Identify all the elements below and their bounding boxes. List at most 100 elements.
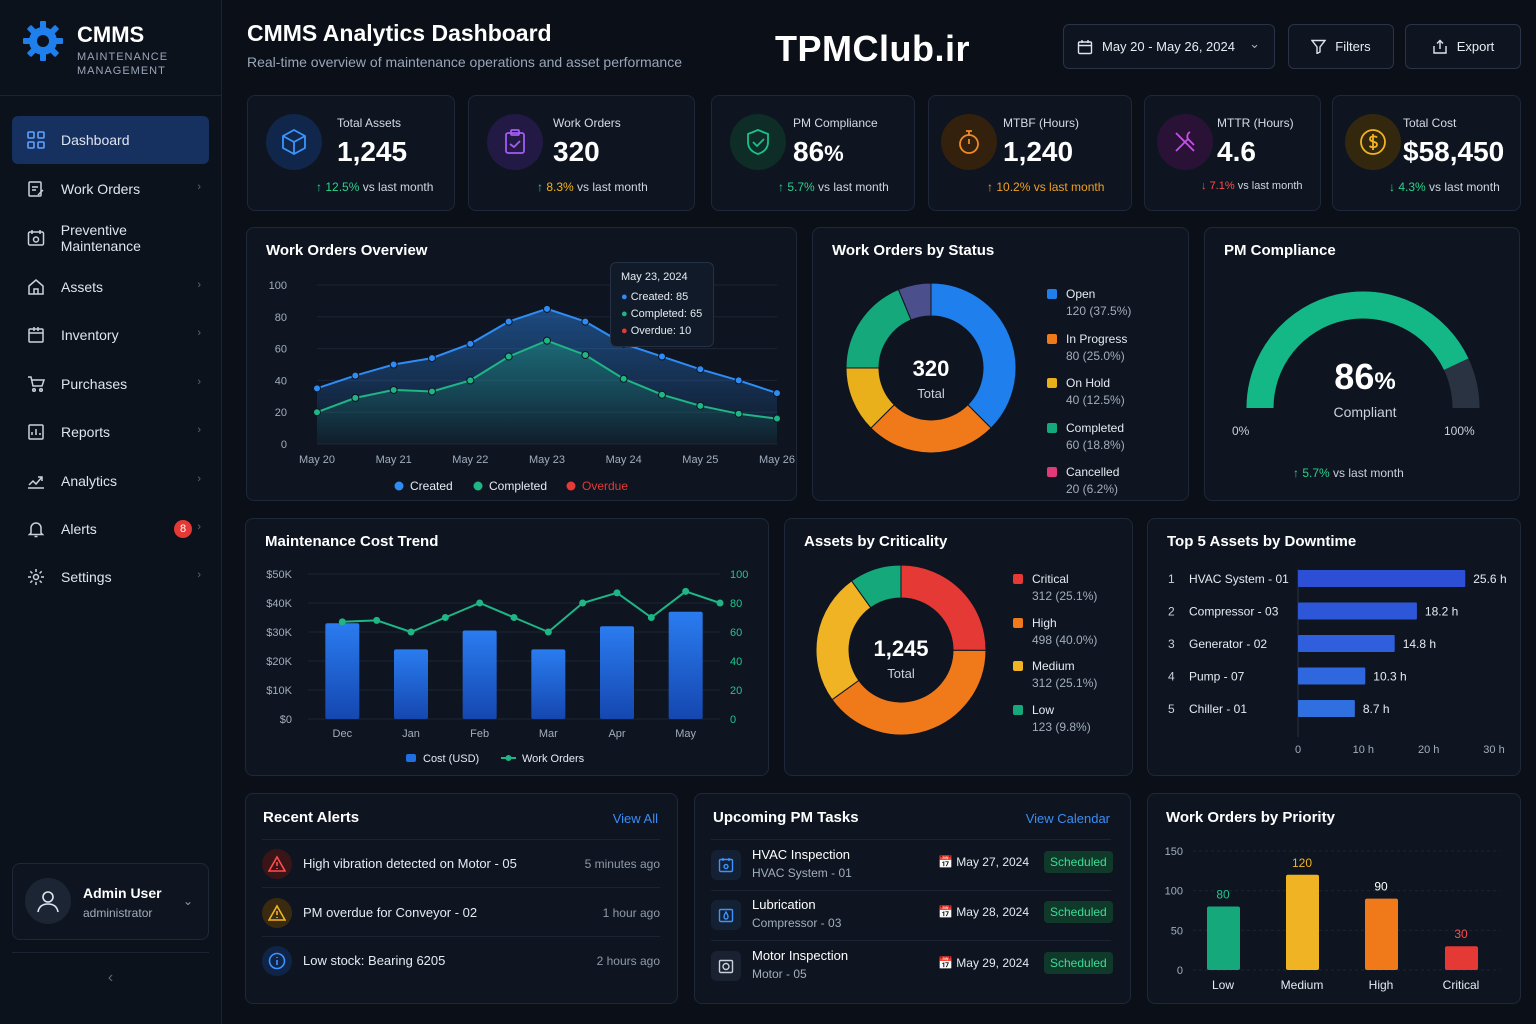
pm-compliance-card: PM Compliance 86% Compliant 0% 100% ↑ 5.…	[1204, 227, 1520, 501]
legend-marker	[394, 481, 404, 491]
task-asset: Motor - 05	[752, 967, 807, 981]
cost-bar	[394, 649, 428, 719]
y-tick-label: 100	[1165, 886, 1183, 898]
legend-label: Completed	[1066, 420, 1125, 435]
asset-label: Compressor - 03	[1189, 605, 1279, 619]
collapse-sidebar-button[interactable]: ‹	[12, 952, 209, 1002]
recent-alerts-card: Recent Alerts View All High vibration de…	[245, 793, 678, 1004]
downtime-bar	[1298, 667, 1366, 685]
sidebar-item-label: Alerts	[61, 521, 97, 537]
downtime-chart: 1 HVAC System - 01 25.6 h 2 Compressor - 03 1…	[1168, 569, 1507, 756]
kpi-value: 320	[553, 136, 600, 167]
user-icon	[37, 891, 59, 913]
sidebar-item-work-orders[interactable]: Work Orders ›	[12, 165, 209, 213]
kpi-delta: ↑ 10.2% vs last month	[987, 180, 1105, 194]
alert-row[interactable]: High vibration detected on Motor - 05 5 …	[262, 840, 660, 888]
series-area-completed	[317, 340, 777, 444]
calendar-icon: 📅	[938, 956, 953, 970]
pm-task-row[interactable]: Lubrication Compressor - 03 📅 May 28, 20…	[711, 890, 1113, 940]
alert-row[interactable]: PM overdue for Conveyor - 02 1 hour ago	[262, 889, 660, 937]
export-button[interactable]: Export	[1405, 24, 1521, 69]
sidebar-item-purchases[interactable]: Purchases ›	[12, 360, 209, 408]
data-point	[351, 371, 360, 380]
rank-label: 4	[1168, 670, 1175, 684]
cost-bar	[531, 649, 566, 719]
sidebar-item-reports[interactable]: Reports ›	[12, 408, 209, 456]
data-point	[734, 409, 743, 418]
divider	[262, 839, 660, 840]
legend-value: 312 (25.1%)	[1032, 676, 1098, 690]
priority-bar	[1365, 898, 1398, 970]
bar-value-label: 120	[1292, 856, 1312, 870]
user-menu[interactable]: Admin User administrator ⌄	[12, 863, 209, 940]
y-tick-label-right: 80	[730, 598, 742, 610]
app-name: CMMS	[77, 22, 145, 47]
sidebar-item-dashboard[interactable]: Dashboard	[12, 116, 209, 164]
legend-value: 60 (18.8%)	[1066, 437, 1125, 452]
clipboard-edit-icon	[26, 179, 46, 199]
pm-task-row[interactable]: Motor Inspection Motor - 05 📅 May 29, 20…	[711, 941, 1113, 991]
y-tick-label-right: 60	[730, 627, 742, 639]
legend-label: Completed	[489, 479, 547, 493]
pm-task-row[interactable]: HVAC Inspection HVAC System - 01 📅 May 2…	[711, 840, 1113, 890]
asset-label: Generator - 02	[1189, 637, 1267, 651]
legend-value: 20 (6.2%)	[1066, 482, 1119, 496]
alert-row[interactable]: Low stock: Bearing 6205 2 hours ago	[262, 937, 660, 985]
x-tick-label: May 24	[606, 454, 642, 466]
view-calendar-link[interactable]: View Calendar	[1025, 811, 1110, 826]
priority-bar	[1286, 874, 1319, 970]
divider	[711, 890, 1111, 891]
sidebar-item-alerts[interactable]: Alerts 8 ›	[12, 505, 209, 553]
asset-label: Pump - 07	[1189, 670, 1245, 684]
export-label: Export	[1456, 39, 1495, 54]
kpi-delta: ↑ 12.5% vs last month	[316, 180, 434, 194]
work-orders-by-status-card: Work Orders by Status 320 Total Open 120 …	[812, 227, 1189, 501]
asset-label: HVAC System - 01	[1189, 572, 1289, 586]
y-tick-label: 150	[1165, 846, 1183, 858]
home-icon	[26, 277, 46, 297]
page-subtitle: Real-time overview of maintenance operat…	[247, 54, 683, 70]
sidebar-item-assets[interactable]: Assets ›	[12, 263, 209, 311]
sidebar-item-label: Assets	[61, 279, 104, 295]
alert-time: 1 hour ago	[602, 906, 660, 920]
y-tick-label: 40	[275, 375, 287, 387]
gauge-delta: ↑ 5.7% vs last month	[1293, 466, 1404, 480]
legend-value: 120 (37.5%)	[1066, 304, 1132, 318]
y-tick-label: 60	[275, 344, 287, 356]
gear-logo-icon	[23, 21, 63, 61]
legend-swatch	[1013, 574, 1023, 584]
legend-swatch	[1047, 422, 1057, 433]
assets-by-criticality-card: Assets by Criticality 1,245 Total Critic…	[784, 518, 1133, 776]
legend-label: Low	[1032, 702, 1055, 717]
x-tick-label: Apr	[608, 728, 625, 740]
card-title: Work Orders by Status	[832, 242, 995, 259]
sidebar-item-preventive-maintenance[interactable]: Preventive Maintenance	[12, 214, 209, 262]
clipboard-icon	[487, 114, 543, 170]
donut-slice-in-progress	[870, 404, 992, 454]
asset-label: Chiller - 01	[1189, 702, 1247, 716]
y-tick-label: 0	[1177, 965, 1183, 977]
x-tick-label: May 20	[299, 454, 335, 466]
work-orders-by-priority-card: Work Orders by Priority 0 50 100 150 80 Low 12…	[1147, 793, 1521, 1004]
data-point	[428, 354, 436, 363]
y-tick-label-left: $40K	[266, 598, 292, 610]
filters-button[interactable]: Filters	[1288, 24, 1394, 69]
sidebar-item-analytics[interactable]: Analytics ›	[12, 457, 209, 505]
x-tick-label: Critical	[1443, 978, 1480, 992]
chevron-right-icon: ›	[197, 181, 201, 193]
chevron-right-icon: ›	[197, 569, 201, 581]
kpi-value: 1,245	[337, 136, 408, 167]
x-tick-label: Mar	[539, 728, 558, 740]
sidebar-item-settings[interactable]: Settings ›	[12, 553, 209, 601]
data-point	[619, 374, 628, 383]
legend-marker	[566, 481, 576, 491]
arrow-up-icon: ↑	[987, 180, 993, 194]
sidebar-item-label: Reports	[61, 424, 111, 440]
view-all-alerts-link[interactable]: View All	[612, 811, 658, 826]
sidebar-item-inventory[interactable]: Inventory ›	[12, 311, 209, 359]
calendar-icon	[1077, 39, 1093, 54]
date-range-picker[interactable]: May 20 - May 26, 2024 ⌄	[1063, 24, 1275, 69]
tooltip-overdue: ● Overdue: 10	[621, 325, 692, 337]
y-tick-label: 100	[269, 280, 287, 292]
kpi-value: $58,450	[1403, 136, 1505, 167]
